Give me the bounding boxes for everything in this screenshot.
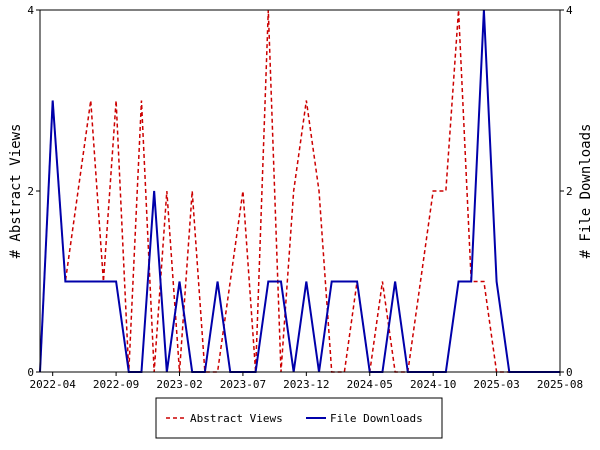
right-axis-title: # File Downloads	[578, 124, 594, 259]
right-tick-label: 2	[566, 185, 573, 198]
left-axis-title: # Abstract Views	[8, 124, 24, 259]
left-y-axis: 0 2 4	[27, 4, 40, 379]
x-tick-label: 2023-07	[220, 378, 266, 391]
x-tick-label: 2025-08	[537, 378, 583, 391]
x-tick-label: 2022-09	[93, 378, 139, 391]
plot-marks	[39, 9, 560, 373]
x-tick-label: 2024-10	[410, 378, 456, 391]
legend: Abstract Views File Downloads	[155, 397, 443, 439]
left-tick-label: 0	[27, 366, 34, 379]
x-axis: 2022-04 2022-09 2023-02 2023-07 2023-12 2024-…	[30, 372, 583, 391]
left-tick-label: 2	[27, 185, 34, 198]
left-tick-label: 4	[27, 4, 34, 17]
series-line-abstract-views	[39, 9, 560, 373]
legend-label-file-downloads: File Downloads	[330, 412, 423, 425]
legend-label-abstract-views: Abstract Views	[190, 412, 283, 425]
legend-box	[155, 397, 443, 439]
x-tick-label: 2022-04	[30, 378, 77, 391]
right-tick-label: 4	[566, 4, 573, 17]
right-tick-label: 0	[566, 366, 573, 379]
right-y-axis: 0 2 4	[560, 4, 573, 379]
x-tick-label: 2025-03	[473, 378, 519, 391]
series-line-file-downloads	[39, 9, 560, 373]
x-tick-label: 2023-12	[283, 378, 329, 391]
x-tick-label: 2023-02	[156, 378, 202, 391]
x-tick-label: 2024-05	[347, 378, 393, 391]
